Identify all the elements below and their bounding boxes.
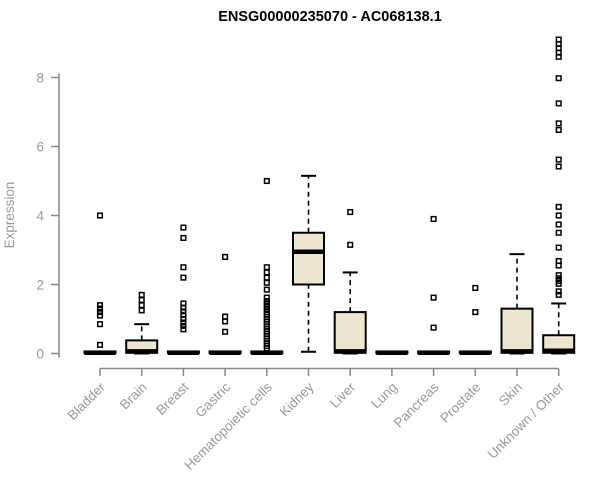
- outlier-point: [96, 341, 104, 348]
- chart-title: ENSG00000235070 - AC068138.1: [218, 9, 442, 25]
- outlier-point: [180, 319, 187, 326]
- outlier-point: [180, 234, 187, 241]
- y-tick-label: 0: [36, 347, 44, 362]
- outlier-point: [555, 272, 562, 279]
- box-group-Skin: [500, 253, 534, 355]
- outlier-point: [138, 291, 145, 298]
- outlier-point: [222, 328, 229, 335]
- outlier-point: [555, 126, 562, 133]
- outlier-point: [472, 284, 479, 291]
- outlier-point: [555, 288, 562, 295]
- outlier-point: [263, 264, 270, 271]
- outlier-point: [555, 244, 562, 251]
- outlier-point: [430, 294, 437, 301]
- outlier-point: [555, 229, 562, 236]
- box-group-Pancreas: [417, 215, 451, 356]
- outlier-point: [138, 302, 145, 309]
- outlier-point: [555, 36, 562, 43]
- x-category-label: Prostate: [437, 380, 483, 426]
- outlier-point: [138, 307, 145, 314]
- box-group-Unknown / Other: [542, 36, 576, 355]
- iqr-box: [292, 231, 325, 286]
- outlier-point: [555, 291, 562, 298]
- outlier-point: [555, 120, 562, 127]
- x-category-label: Brain: [117, 380, 150, 413]
- outlier-point: [555, 221, 562, 228]
- iqr-box: [500, 307, 534, 354]
- outlier-point: [96, 212, 104, 219]
- box-group-Prostate: [458, 284, 492, 356]
- outlier-point: [555, 163, 562, 170]
- outlier-point: [180, 308, 187, 315]
- box-group-Breast: [166, 224, 200, 356]
- outlier-point: [555, 156, 562, 163]
- outlier-point: [222, 253, 229, 260]
- outlier-point: [138, 296, 145, 304]
- y-axis-label: Expression: [2, 182, 17, 249]
- outlier-point: [180, 304, 187, 311]
- box-group-Kidney: [292, 174, 325, 353]
- outlier-point: [263, 274, 270, 281]
- x-category-label: Pancreas: [391, 379, 442, 430]
- outlier-point: [180, 224, 187, 231]
- outlier-point: [347, 241, 354, 248]
- outlier-point: [180, 326, 187, 333]
- x-category-label: Kidney: [277, 379, 317, 419]
- iqr-box: [333, 311, 367, 354]
- x-category-label: Bladder: [65, 379, 109, 423]
- outlier-point: [222, 318, 229, 325]
- outlier-point: [96, 305, 104, 312]
- outlier-point: [180, 315, 187, 323]
- y-tick-label: 8: [36, 71, 44, 86]
- outlier-point: [96, 321, 104, 328]
- x-category-label: Breast: [153, 379, 191, 417]
- y-tick-label: 4: [36, 209, 44, 224]
- box-group-Liver: [333, 209, 367, 355]
- outlier-point: [347, 209, 354, 216]
- box-group-Bladder: [83, 212, 117, 356]
- outlier-point: [555, 275, 562, 282]
- y-tick-label: 2: [36, 278, 44, 293]
- y-axis: 0 2 4 6 8: [36, 71, 60, 362]
- outlier-point: [263, 345, 270, 352]
- y-tick-label: 6: [36, 140, 44, 155]
- outlier-point: [263, 286, 270, 293]
- outlier-point: [555, 257, 562, 265]
- outlier-point: [96, 302, 104, 309]
- outlier-point: [222, 313, 229, 320]
- box-series: [83, 36, 576, 356]
- outlier-point: [555, 75, 562, 82]
- outlier-point: [180, 264, 187, 271]
- outlier-point: [430, 324, 437, 331]
- outlier-point: [96, 312, 104, 319]
- x-category-label: Unknown / Other: [485, 379, 568, 462]
- outlier-point: [263, 269, 270, 276]
- outlier-point: [555, 100, 562, 107]
- x-category-label: Liver: [327, 379, 359, 411]
- outlier-point: [472, 309, 479, 316]
- outlier-point: [263, 279, 270, 286]
- x-category-label: Skin: [496, 380, 525, 409]
- x-category-label: Lung: [368, 380, 400, 412]
- box-group-Gastric: [208, 253, 242, 356]
- box-group-Lung: [375, 350, 409, 356]
- outlier-point: [96, 309, 104, 316]
- outlier-point: [263, 177, 270, 185]
- box-group-Hematopoietic cells: [250, 177, 284, 356]
- box-group-Brain: [125, 291, 159, 355]
- outlier-point: [430, 215, 437, 222]
- outlier-point: [180, 274, 187, 281]
- x-category-label: Gastric: [192, 379, 233, 420]
- outlier-point: [263, 294, 270, 301]
- outlier-point: [555, 203, 562, 210]
- outlier-point: [555, 212, 562, 219]
- outlier-point: [180, 322, 187, 329]
